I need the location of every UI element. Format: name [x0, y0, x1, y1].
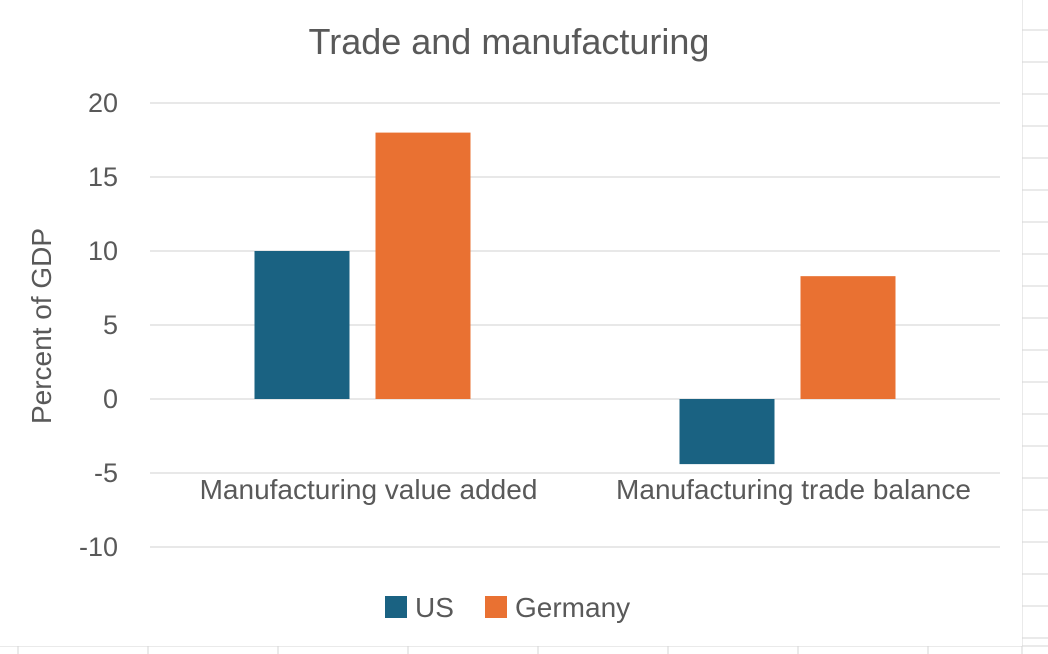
bar-germany	[800, 276, 896, 399]
legend-swatch-germany	[485, 596, 507, 618]
bar-us	[679, 399, 775, 465]
y-tick-labels: 20 15 10 5 0 -5 -10	[79, 88, 118, 562]
chart-title: Trade and manufacturing	[309, 21, 710, 62]
category-label: Manufacturing trade balance	[616, 474, 971, 505]
bar-us	[254, 251, 350, 399]
y-tick-label: 10	[88, 236, 118, 266]
y-tick-label: 5	[103, 310, 118, 340]
bar-germany	[375, 132, 471, 399]
y-tick-label: 20	[88, 88, 118, 118]
y-tick-label: -5	[94, 458, 118, 488]
bars	[254, 132, 896, 465]
category-labels: Manufacturing value added Manufacturing t…	[200, 474, 971, 505]
y-tick-label: 15	[88, 162, 118, 192]
y-tick-label: -10	[79, 532, 118, 562]
category-label: Manufacturing value added	[200, 474, 538, 505]
legend-swatch-us	[385, 596, 407, 618]
legend-label-us: US	[415, 592, 454, 623]
y-axis-label: Percent of GDP	[26, 228, 57, 424]
legend-label-germany: Germany	[515, 592, 630, 623]
legend: US Germany	[385, 592, 630, 623]
y-tick-label: 0	[103, 384, 118, 414]
